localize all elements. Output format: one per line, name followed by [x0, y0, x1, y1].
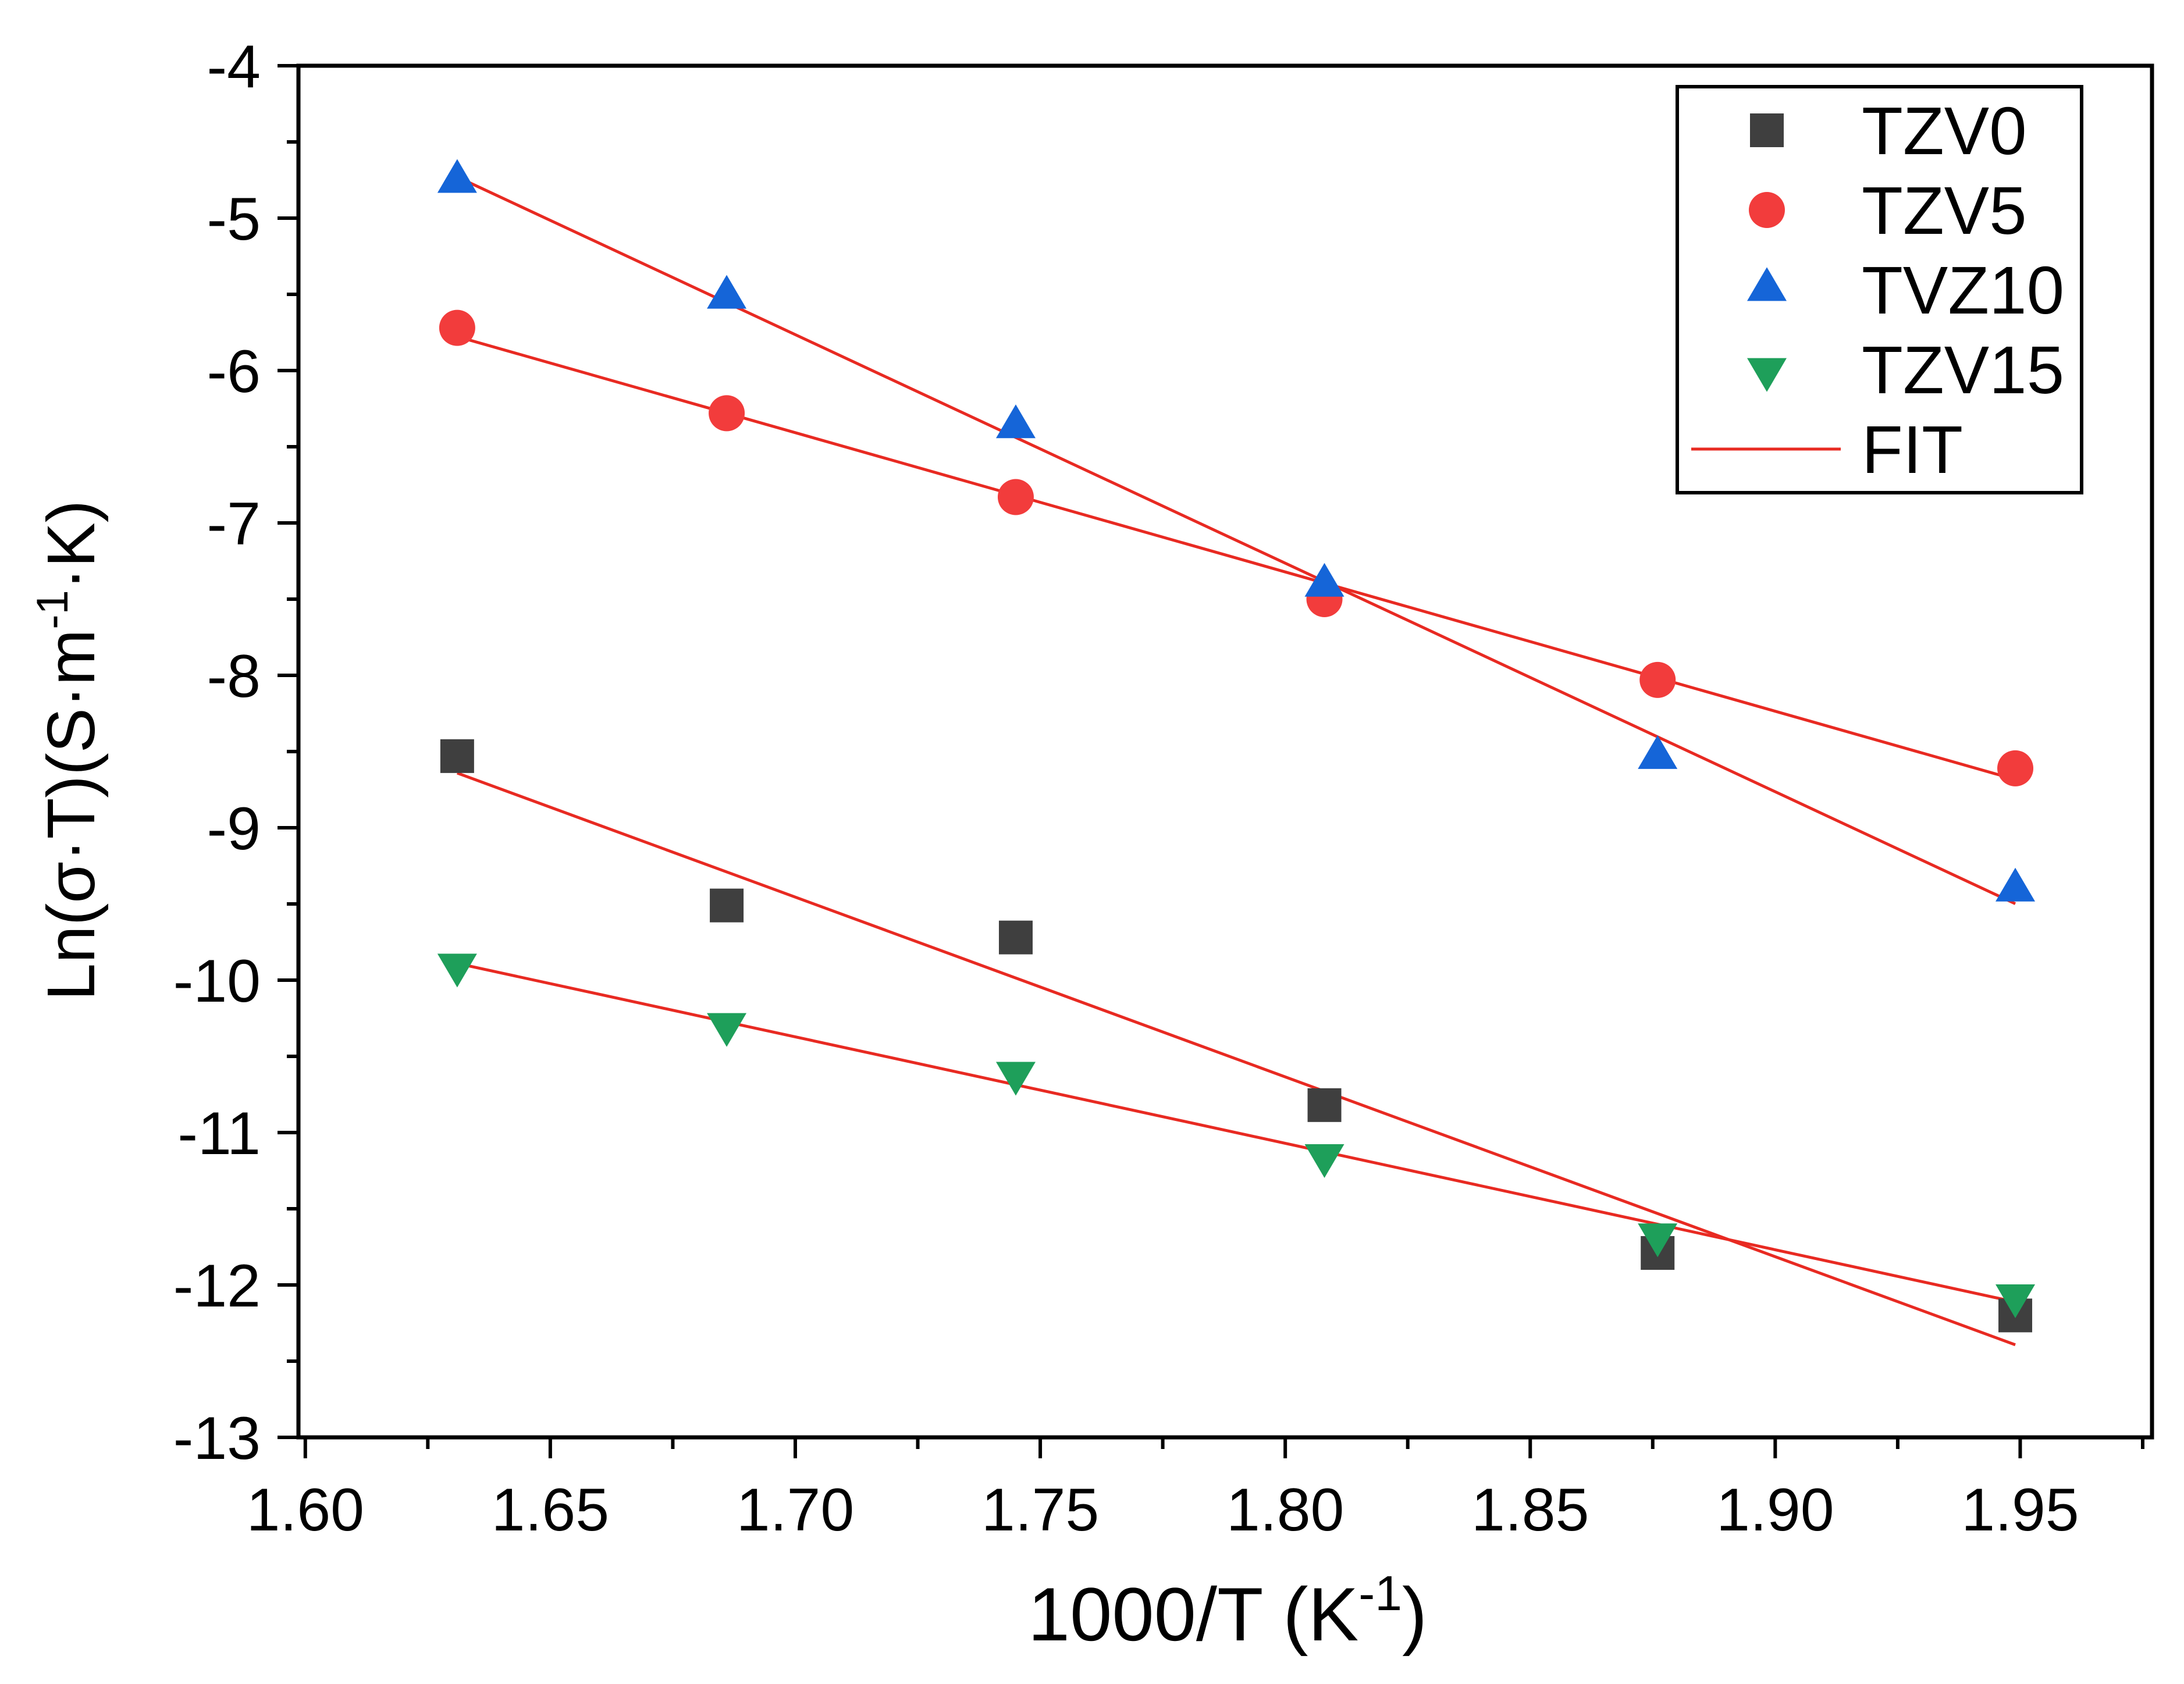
y-axis: -4 -5 -6 -7 -8 -9 -10 -11 -12 -13 — [173, 33, 298, 1472]
tvz10-point — [1304, 562, 1344, 597]
y-tick-label: -6 — [207, 338, 261, 405]
x-tick-label: 1.85 — [1471, 1476, 1589, 1544]
x-axis-label-end: ) — [1402, 1572, 1427, 1657]
x-tick-label: 1.90 — [1716, 1476, 1834, 1544]
y-axis-label-main: Ln(σ·T)(S·m — [33, 629, 109, 1001]
y-tick-label: -12 — [173, 1252, 261, 1320]
tzv5-point — [439, 309, 475, 346]
tvz10-point — [995, 404, 1036, 439]
y-tick-label: -11 — [177, 1100, 261, 1167]
x-tick-label: 1.70 — [737, 1476, 854, 1544]
data-points — [437, 159, 2036, 1333]
tzv5-point — [1997, 750, 2034, 786]
legend-box — [1676, 85, 2083, 494]
tvz10-point — [707, 275, 747, 309]
tzv15-point — [1304, 1144, 1344, 1178]
y-axis-label: Ln(σ·T)(S·m-1·K) — [28, 500, 109, 1001]
x-tick-label: 1.80 — [1226, 1476, 1344, 1544]
tzv15-point — [707, 1013, 747, 1047]
tvz10-point — [1996, 867, 2036, 902]
tzv0-point — [710, 888, 744, 923]
tzv0-point — [1307, 1088, 1342, 1122]
tzv0-point — [998, 920, 1033, 955]
x-tick-label: 1.75 — [981, 1476, 1099, 1544]
x-axis-label: 1000/T (K-1) — [1028, 1566, 1428, 1657]
legend-marker-tzv0 — [1750, 113, 1784, 147]
tzv5-point — [997, 479, 1034, 515]
tzv15-point — [1996, 1284, 2036, 1319]
legend-label-tzv15: TZV15 — [1862, 332, 2064, 408]
y-axis-label-superscript: -1 — [28, 590, 77, 629]
legend-marker-tvz10 — [1747, 267, 1787, 301]
y-tick-label: -9 — [207, 795, 261, 863]
tvz10-point — [437, 159, 477, 193]
y-axis-label-end: ·K) — [33, 500, 109, 590]
x-tick-label: 1.95 — [1961, 1476, 2079, 1544]
tvz10-point — [1638, 735, 1678, 769]
tzv15-point — [995, 1062, 1036, 1096]
y-tick-label: -10 — [173, 948, 261, 1015]
x-tick-label: 1.60 — [247, 1476, 364, 1544]
legend-label-tzv0: TZV0 — [1862, 93, 2027, 169]
tzv15-point — [437, 953, 477, 988]
y-tick-label: -8 — [207, 643, 261, 710]
tzv5-point — [709, 395, 745, 432]
x-tick-label: 1.65 — [492, 1476, 609, 1544]
y-tick-label: -13 — [173, 1405, 261, 1472]
legend-label-fit: FIT — [1862, 412, 1963, 487]
y-tick-label: -4 — [207, 33, 261, 101]
tzv5-point — [1639, 661, 1676, 698]
fit-line-tzv0 — [457, 771, 2016, 1347]
tzv0-point — [440, 739, 474, 773]
plot-frame — [296, 63, 2154, 1440]
x-axis-label-main: 1000/T (K — [1028, 1572, 1359, 1657]
legend-label-tvz10: TVZ10 — [1862, 252, 2064, 328]
legend-label-tzv5: TZV5 — [1862, 173, 2027, 248]
x-axis-label-superscript: -1 — [1358, 1566, 1402, 1621]
legend-marker-tzv5 — [1749, 192, 1785, 228]
tzv15-point — [1638, 1223, 1678, 1258]
y-tick-label: -7 — [207, 490, 261, 558]
x-axis: 1.60 1.65 1.70 1.75 1.80 1.85 1.90 1.95 — [247, 1437, 2144, 1544]
legend-marker-tzv15 — [1747, 358, 1787, 392]
y-tick-label: -5 — [207, 186, 261, 253]
